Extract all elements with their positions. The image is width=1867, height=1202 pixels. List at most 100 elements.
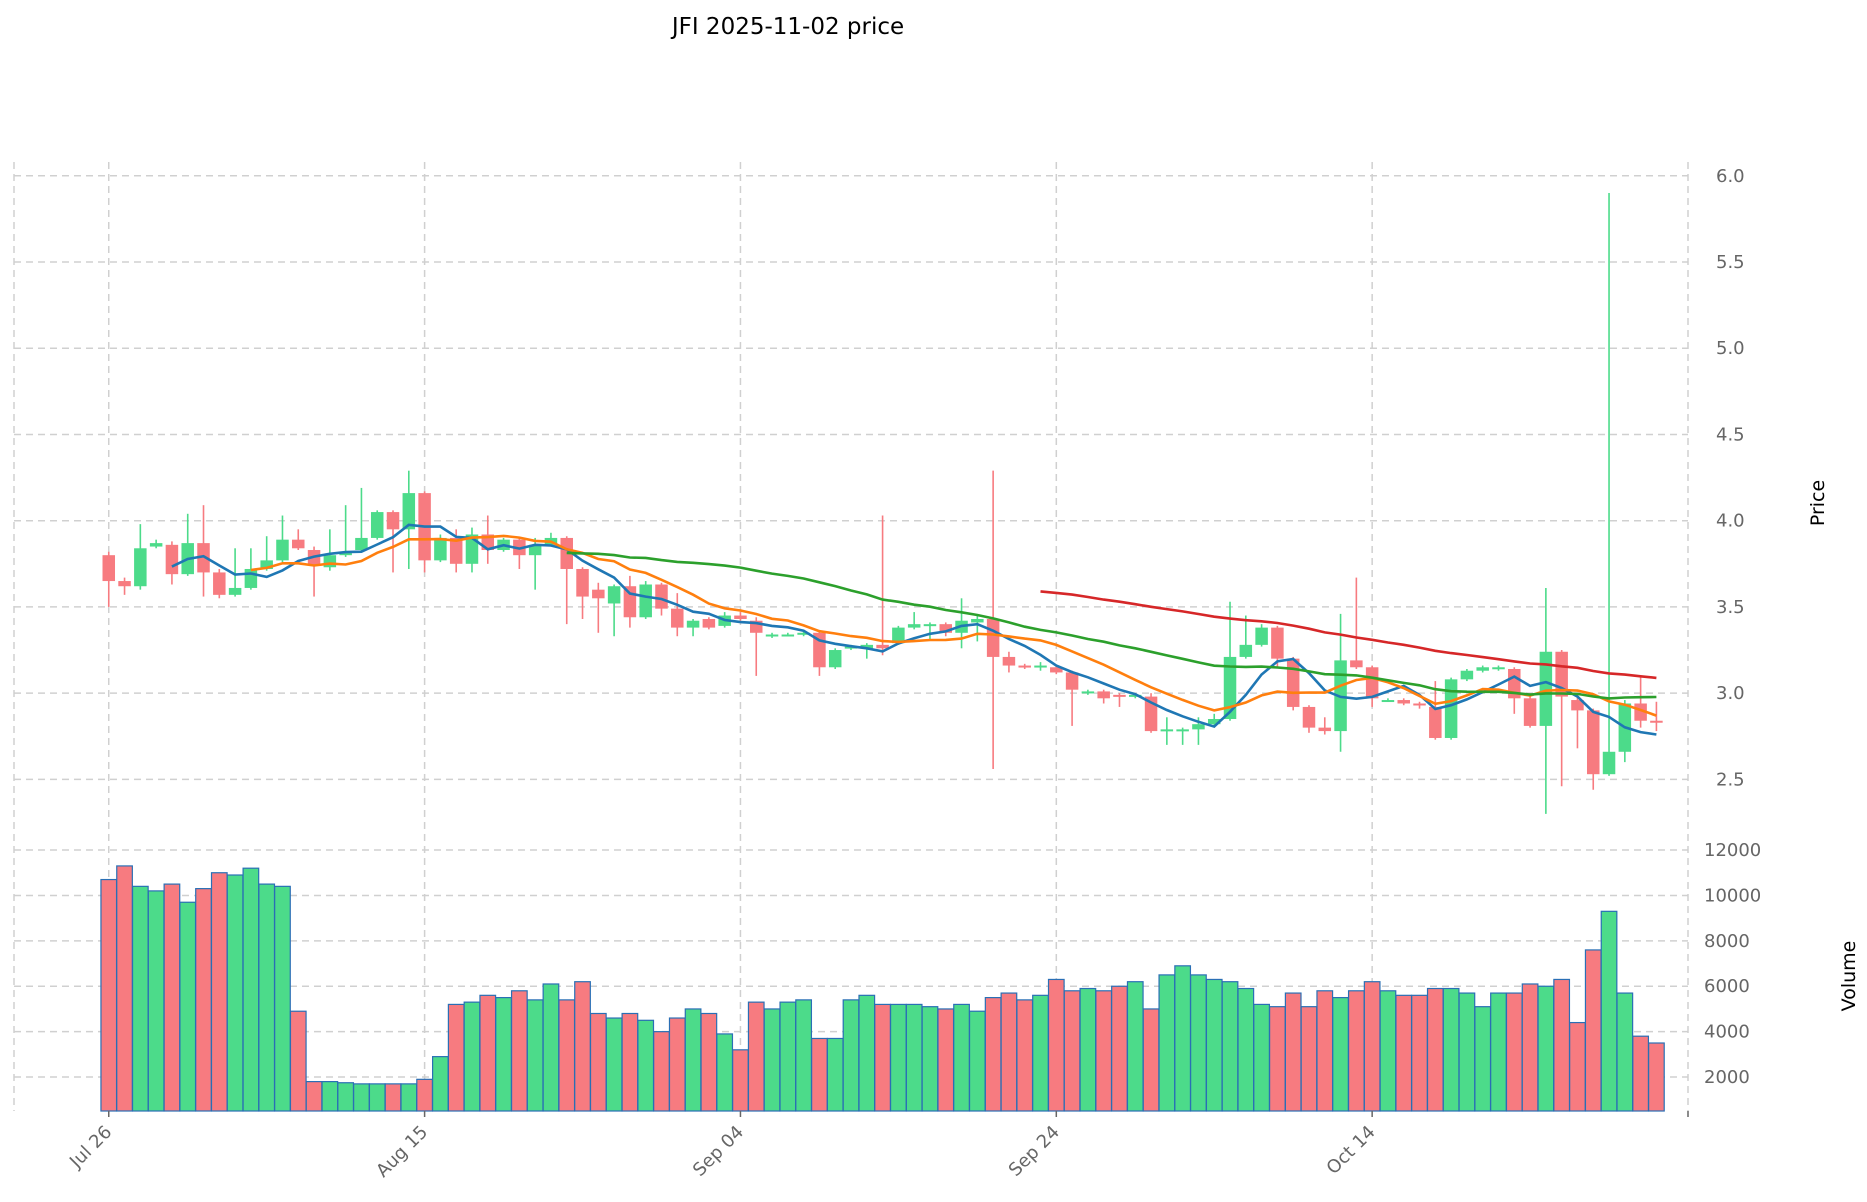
volume-bar — [937, 1008, 955, 1112]
candle-body — [213, 572, 226, 595]
volume-bar — [1395, 994, 1413, 1112]
volume-bar — [1537, 985, 1555, 1112]
candle-body — [607, 586, 621, 604]
volume-bar — [984, 996, 1002, 1112]
volume-bar — [968, 1010, 986, 1112]
volume-bar — [1411, 994, 1428, 1112]
candle-body — [323, 555, 337, 568]
candle-body — [1160, 729, 1174, 732]
volume-bar — [416, 1078, 434, 1112]
candle-body — [1444, 679, 1458, 738]
volume-bar — [684, 1008, 702, 1112]
volume-bar — [1584, 949, 1602, 1112]
volume-bar — [1490, 992, 1507, 1112]
volume-bar — [921, 1006, 939, 1112]
candle-body — [1097, 691, 1110, 699]
volume-bar — [131, 885, 149, 1112]
volume-bar — [1505, 992, 1523, 1112]
volume-bar — [1600, 910, 1618, 1112]
volume-bar — [605, 1017, 623, 1112]
candle-body — [986, 618, 1000, 657]
volume-bar — [210, 872, 228, 1112]
candle-body — [1223, 656, 1237, 720]
volume-bar — [1063, 990, 1081, 1112]
candle-body — [434, 537, 447, 561]
volume-bar — [637, 1019, 655, 1112]
candle-body — [686, 620, 700, 628]
volume-bar — [779, 1001, 797, 1112]
volume-tick-label: 2000 — [1704, 1067, 1750, 1088]
candle-body — [1365, 667, 1379, 699]
volume-bar — [1347, 990, 1365, 1112]
volume-bar — [1079, 987, 1097, 1112]
candle-body — [876, 644, 889, 649]
candles — [102, 193, 1663, 814]
candle-body — [1650, 720, 1663, 723]
volume-bar — [574, 981, 591, 1112]
date-tick-label: Oct 14 — [1323, 1122, 1380, 1179]
volume-bar — [1032, 994, 1049, 1112]
volume-bar — [1126, 981, 1144, 1112]
volume-bar — [558, 999, 576, 1112]
volume-bar — [1553, 978, 1571, 1112]
candle-body — [1460, 670, 1474, 680]
candle-body — [134, 548, 147, 587]
volume-bar — [621, 1012, 639, 1112]
candle-body — [149, 543, 163, 547]
candle-body — [355, 537, 368, 551]
volume-axis-label: Volume — [1838, 941, 1860, 1012]
candle-body — [1350, 660, 1363, 668]
volume-bar — [842, 999, 860, 1112]
volume-bar — [274, 885, 291, 1112]
candle-body — [118, 581, 131, 587]
volume-bar — [526, 999, 544, 1112]
volume-bar — [1632, 1035, 1650, 1112]
candle-body — [655, 584, 668, 609]
volume-tick-label: 10000 — [1704, 885, 1761, 906]
candle-body — [781, 634, 795, 637]
date-tick-label: Sep 24 — [1005, 1122, 1064, 1181]
candle-body — [1065, 672, 1079, 690]
volume-bar — [463, 1001, 481, 1112]
ma10-line — [250, 534, 1657, 717]
volume-bar — [874, 1003, 891, 1112]
volume-bar — [1442, 987, 1460, 1112]
volume-bar — [653, 1031, 670, 1112]
date-tick-label: Jul 26 — [65, 1122, 116, 1173]
volume-bar — [116, 865, 133, 1112]
candle-body — [1271, 627, 1284, 659]
price-tick-label: 6.0 — [1716, 166, 1745, 187]
candle-body — [197, 543, 210, 573]
candle-body — [339, 551, 352, 556]
candle-body — [1034, 665, 1047, 668]
volume-bar — [321, 1080, 339, 1112]
candle-body — [592, 589, 605, 599]
candle-body — [1539, 651, 1553, 726]
candle-body — [939, 624, 953, 633]
volume-bar — [1616, 992, 1634, 1112]
candle-body — [860, 644, 874, 649]
volume-bar — [1569, 1021, 1586, 1112]
volume-bar — [510, 990, 528, 1112]
candle-body — [260, 560, 273, 569]
candle-body — [702, 618, 716, 628]
volume-tick-label: 8000 — [1704, 931, 1750, 952]
date-tick-label: Aug 15 — [372, 1122, 432, 1182]
volume-bar — [1016, 999, 1034, 1112]
volume-tick-label: 6000 — [1704, 976, 1750, 997]
volume-bar — [179, 901, 197, 1112]
volume-bar — [100, 878, 118, 1112]
volume-bar — [1221, 981, 1239, 1112]
price-tick-label: 5.5 — [1716, 252, 1745, 273]
volume-bar — [1379, 990, 1397, 1112]
candle-body — [292, 539, 305, 549]
candle-body — [1318, 727, 1332, 732]
candle-body — [1381, 700, 1395, 703]
candle-body — [402, 493, 416, 530]
volume-bar — [858, 994, 876, 1112]
candle-body — [1002, 656, 1016, 666]
candle-body — [228, 587, 242, 595]
candle-body — [102, 555, 116, 582]
volume-bar — [258, 883, 276, 1112]
candle-body — [449, 537, 463, 564]
